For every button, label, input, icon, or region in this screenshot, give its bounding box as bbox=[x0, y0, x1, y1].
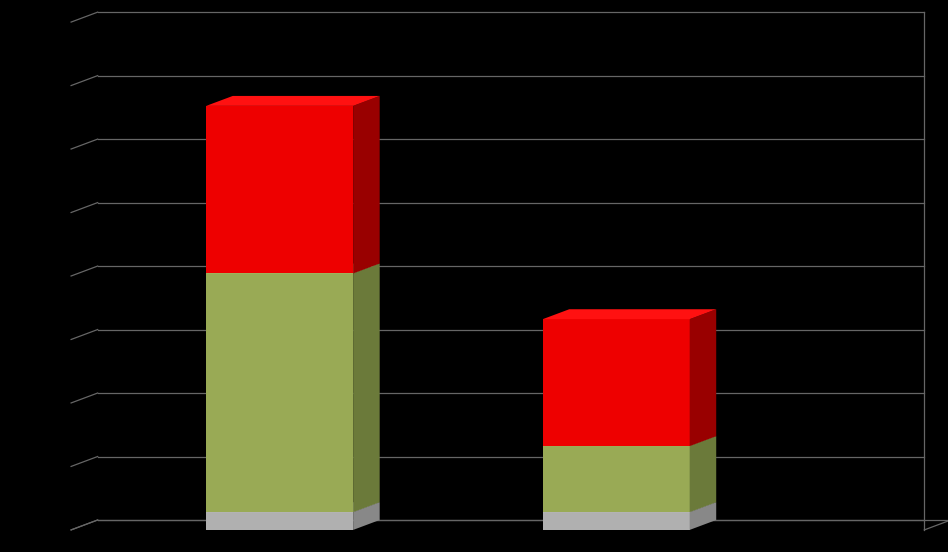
Polygon shape bbox=[690, 436, 717, 512]
Polygon shape bbox=[542, 446, 690, 512]
Polygon shape bbox=[206, 502, 379, 512]
Polygon shape bbox=[206, 263, 379, 273]
Polygon shape bbox=[542, 436, 717, 446]
Polygon shape bbox=[690, 502, 717, 530]
Polygon shape bbox=[542, 512, 690, 530]
Polygon shape bbox=[206, 512, 353, 530]
Polygon shape bbox=[353, 96, 379, 273]
Polygon shape bbox=[353, 263, 379, 512]
Polygon shape bbox=[353, 502, 379, 530]
Polygon shape bbox=[206, 273, 353, 512]
Polygon shape bbox=[206, 96, 379, 106]
Polygon shape bbox=[542, 319, 690, 446]
Polygon shape bbox=[690, 309, 717, 446]
Polygon shape bbox=[542, 502, 717, 512]
Polygon shape bbox=[542, 309, 717, 319]
Polygon shape bbox=[206, 106, 353, 273]
